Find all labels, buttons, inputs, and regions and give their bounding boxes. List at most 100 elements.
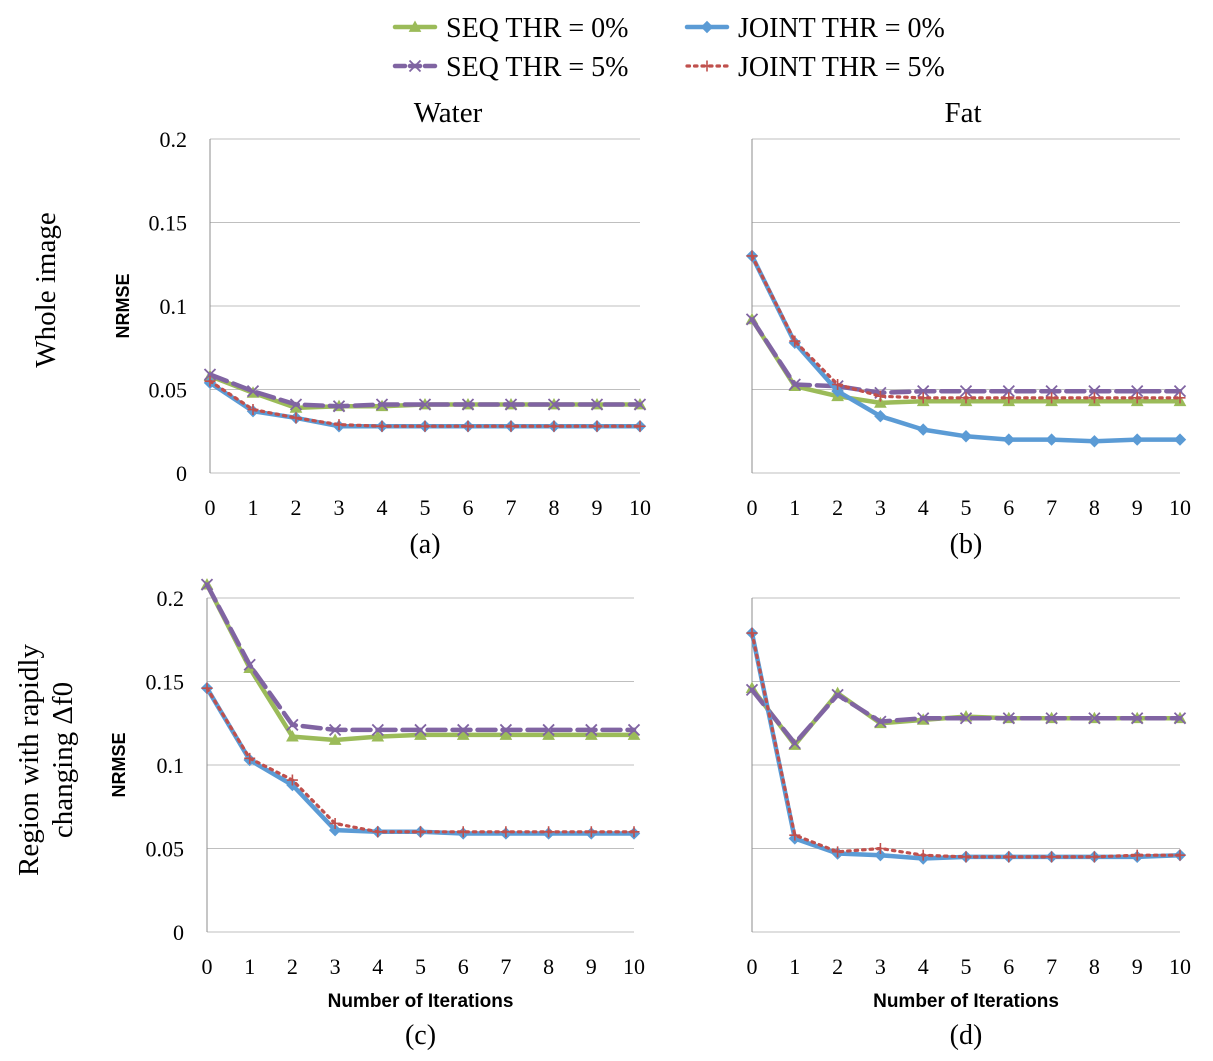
data-point xyxy=(788,378,801,391)
data-point xyxy=(585,723,598,737)
series-line xyxy=(205,686,636,834)
x-tick-label: 1 xyxy=(789,954,800,979)
data-point xyxy=(627,728,641,740)
legend-swatch-marker xyxy=(701,60,713,72)
data-point xyxy=(746,250,758,262)
data-point xyxy=(1131,849,1143,861)
row-label: Region with rapidlychanging Δf0 xyxy=(13,644,79,876)
series-seq-thr-5 xyxy=(745,683,1187,750)
y-tick-label: 0.15 xyxy=(149,211,188,236)
panel-label: (b) xyxy=(950,529,983,560)
data-point xyxy=(371,723,384,737)
x-tick-label: 10 xyxy=(1169,495,1191,520)
legend-label: JOINT THR = 0% xyxy=(738,13,945,44)
data-point xyxy=(1131,392,1143,404)
series-joint-thr-0 xyxy=(745,626,1187,865)
data-point xyxy=(1002,712,1015,725)
legend-label: JOINT THR = 5% xyxy=(738,52,945,83)
data-point xyxy=(1174,392,1186,404)
series-seq-thr-0 xyxy=(200,578,641,745)
column-title: Water xyxy=(414,97,483,129)
legend-entry: SEQ THR = 5% xyxy=(392,52,629,83)
row-label: Whole image xyxy=(30,212,62,367)
y-tick-label: 0.1 xyxy=(160,294,188,319)
x-tick-label: 4 xyxy=(918,495,929,520)
x-tick-label: 6 xyxy=(463,495,474,520)
panel-label: (d) xyxy=(950,1020,983,1051)
series-line xyxy=(750,631,1182,859)
x-tick-label: 1 xyxy=(248,495,259,520)
data-point xyxy=(917,385,930,398)
panel-label: (a) xyxy=(409,529,440,560)
data-point xyxy=(874,390,886,402)
data-point xyxy=(874,715,887,728)
x-tick-label: 10 xyxy=(629,495,651,520)
data-point xyxy=(419,420,431,432)
x-tick-label: 7 xyxy=(1046,954,1057,979)
x-tick-label: 5 xyxy=(961,495,972,520)
x-tick-label: 10 xyxy=(623,954,645,979)
data-point xyxy=(286,774,298,786)
data-point xyxy=(333,419,345,431)
data-point xyxy=(584,728,598,740)
data-point xyxy=(628,826,640,838)
series-seq-thr-5 xyxy=(200,578,641,737)
row-label-line: changing Δf0 xyxy=(47,682,79,838)
data-point xyxy=(874,843,886,854)
data-point xyxy=(414,723,427,737)
data-point xyxy=(832,846,844,858)
x-tick-label: 2 xyxy=(291,495,302,520)
x-tick-label: 8 xyxy=(1089,954,1100,979)
y-tick-label: 0.1 xyxy=(157,753,185,778)
chart-panel: 0 0.05 0.1 0.15 0.2 0 1 2 3 4 5 6 7 8 9 10 NRMSE (a) xyxy=(113,127,651,560)
data-point xyxy=(831,384,844,398)
data-point xyxy=(244,752,256,764)
y-tick-label: 0 xyxy=(173,920,184,945)
x-tick-label: 5 xyxy=(420,495,431,520)
x-axis-title: Number of Iterations xyxy=(328,991,514,1012)
row-label-line: Region with rapidly xyxy=(13,644,45,876)
data-point xyxy=(457,826,469,838)
data-point xyxy=(457,723,470,737)
data-point xyxy=(289,398,303,411)
data-point xyxy=(1045,385,1058,398)
x-tick-label: 5 xyxy=(415,954,426,979)
data-point xyxy=(874,396,887,408)
data-point xyxy=(505,420,517,432)
y-tick-label: 0.05 xyxy=(149,378,188,403)
legend-swatch-marker xyxy=(408,59,422,73)
data-point xyxy=(788,737,801,750)
column-title: Fat xyxy=(944,97,981,129)
data-point xyxy=(201,682,213,694)
legend-entry: SEQ THR = 0% xyxy=(392,13,629,44)
data-point xyxy=(627,723,641,737)
data-point xyxy=(831,688,844,701)
data-point xyxy=(328,723,342,737)
data-point xyxy=(959,430,973,443)
legend: SEQ THR = 0% JOINT THR = 0% SEQ THR = 5% JO… xyxy=(392,13,945,83)
x-tick-label: 3 xyxy=(330,954,341,979)
data-point xyxy=(1130,433,1144,446)
data-point xyxy=(789,335,801,347)
y-axis-title: NRMSE xyxy=(113,273,133,338)
data-point xyxy=(1046,392,1058,404)
x-tick-label: 6 xyxy=(1003,954,1014,979)
series-joint-thr-0 xyxy=(200,681,641,840)
data-point xyxy=(917,849,929,861)
x-tick-label: 1 xyxy=(244,954,255,979)
data-point xyxy=(1088,435,1101,448)
data-point xyxy=(1173,433,1187,446)
data-point xyxy=(745,313,759,326)
data-point xyxy=(789,829,801,841)
series-joint-thr-0 xyxy=(745,249,1187,448)
y-tick-label: 0.05 xyxy=(146,837,185,862)
x-tick-label: 8 xyxy=(549,495,560,520)
y-tick-label: 0.2 xyxy=(157,586,185,611)
data-point xyxy=(462,420,474,432)
data-point xyxy=(243,658,256,671)
data-point xyxy=(1173,385,1187,398)
data-point xyxy=(959,385,973,398)
panel-label: (c) xyxy=(405,1020,436,1051)
data-point xyxy=(328,823,342,837)
